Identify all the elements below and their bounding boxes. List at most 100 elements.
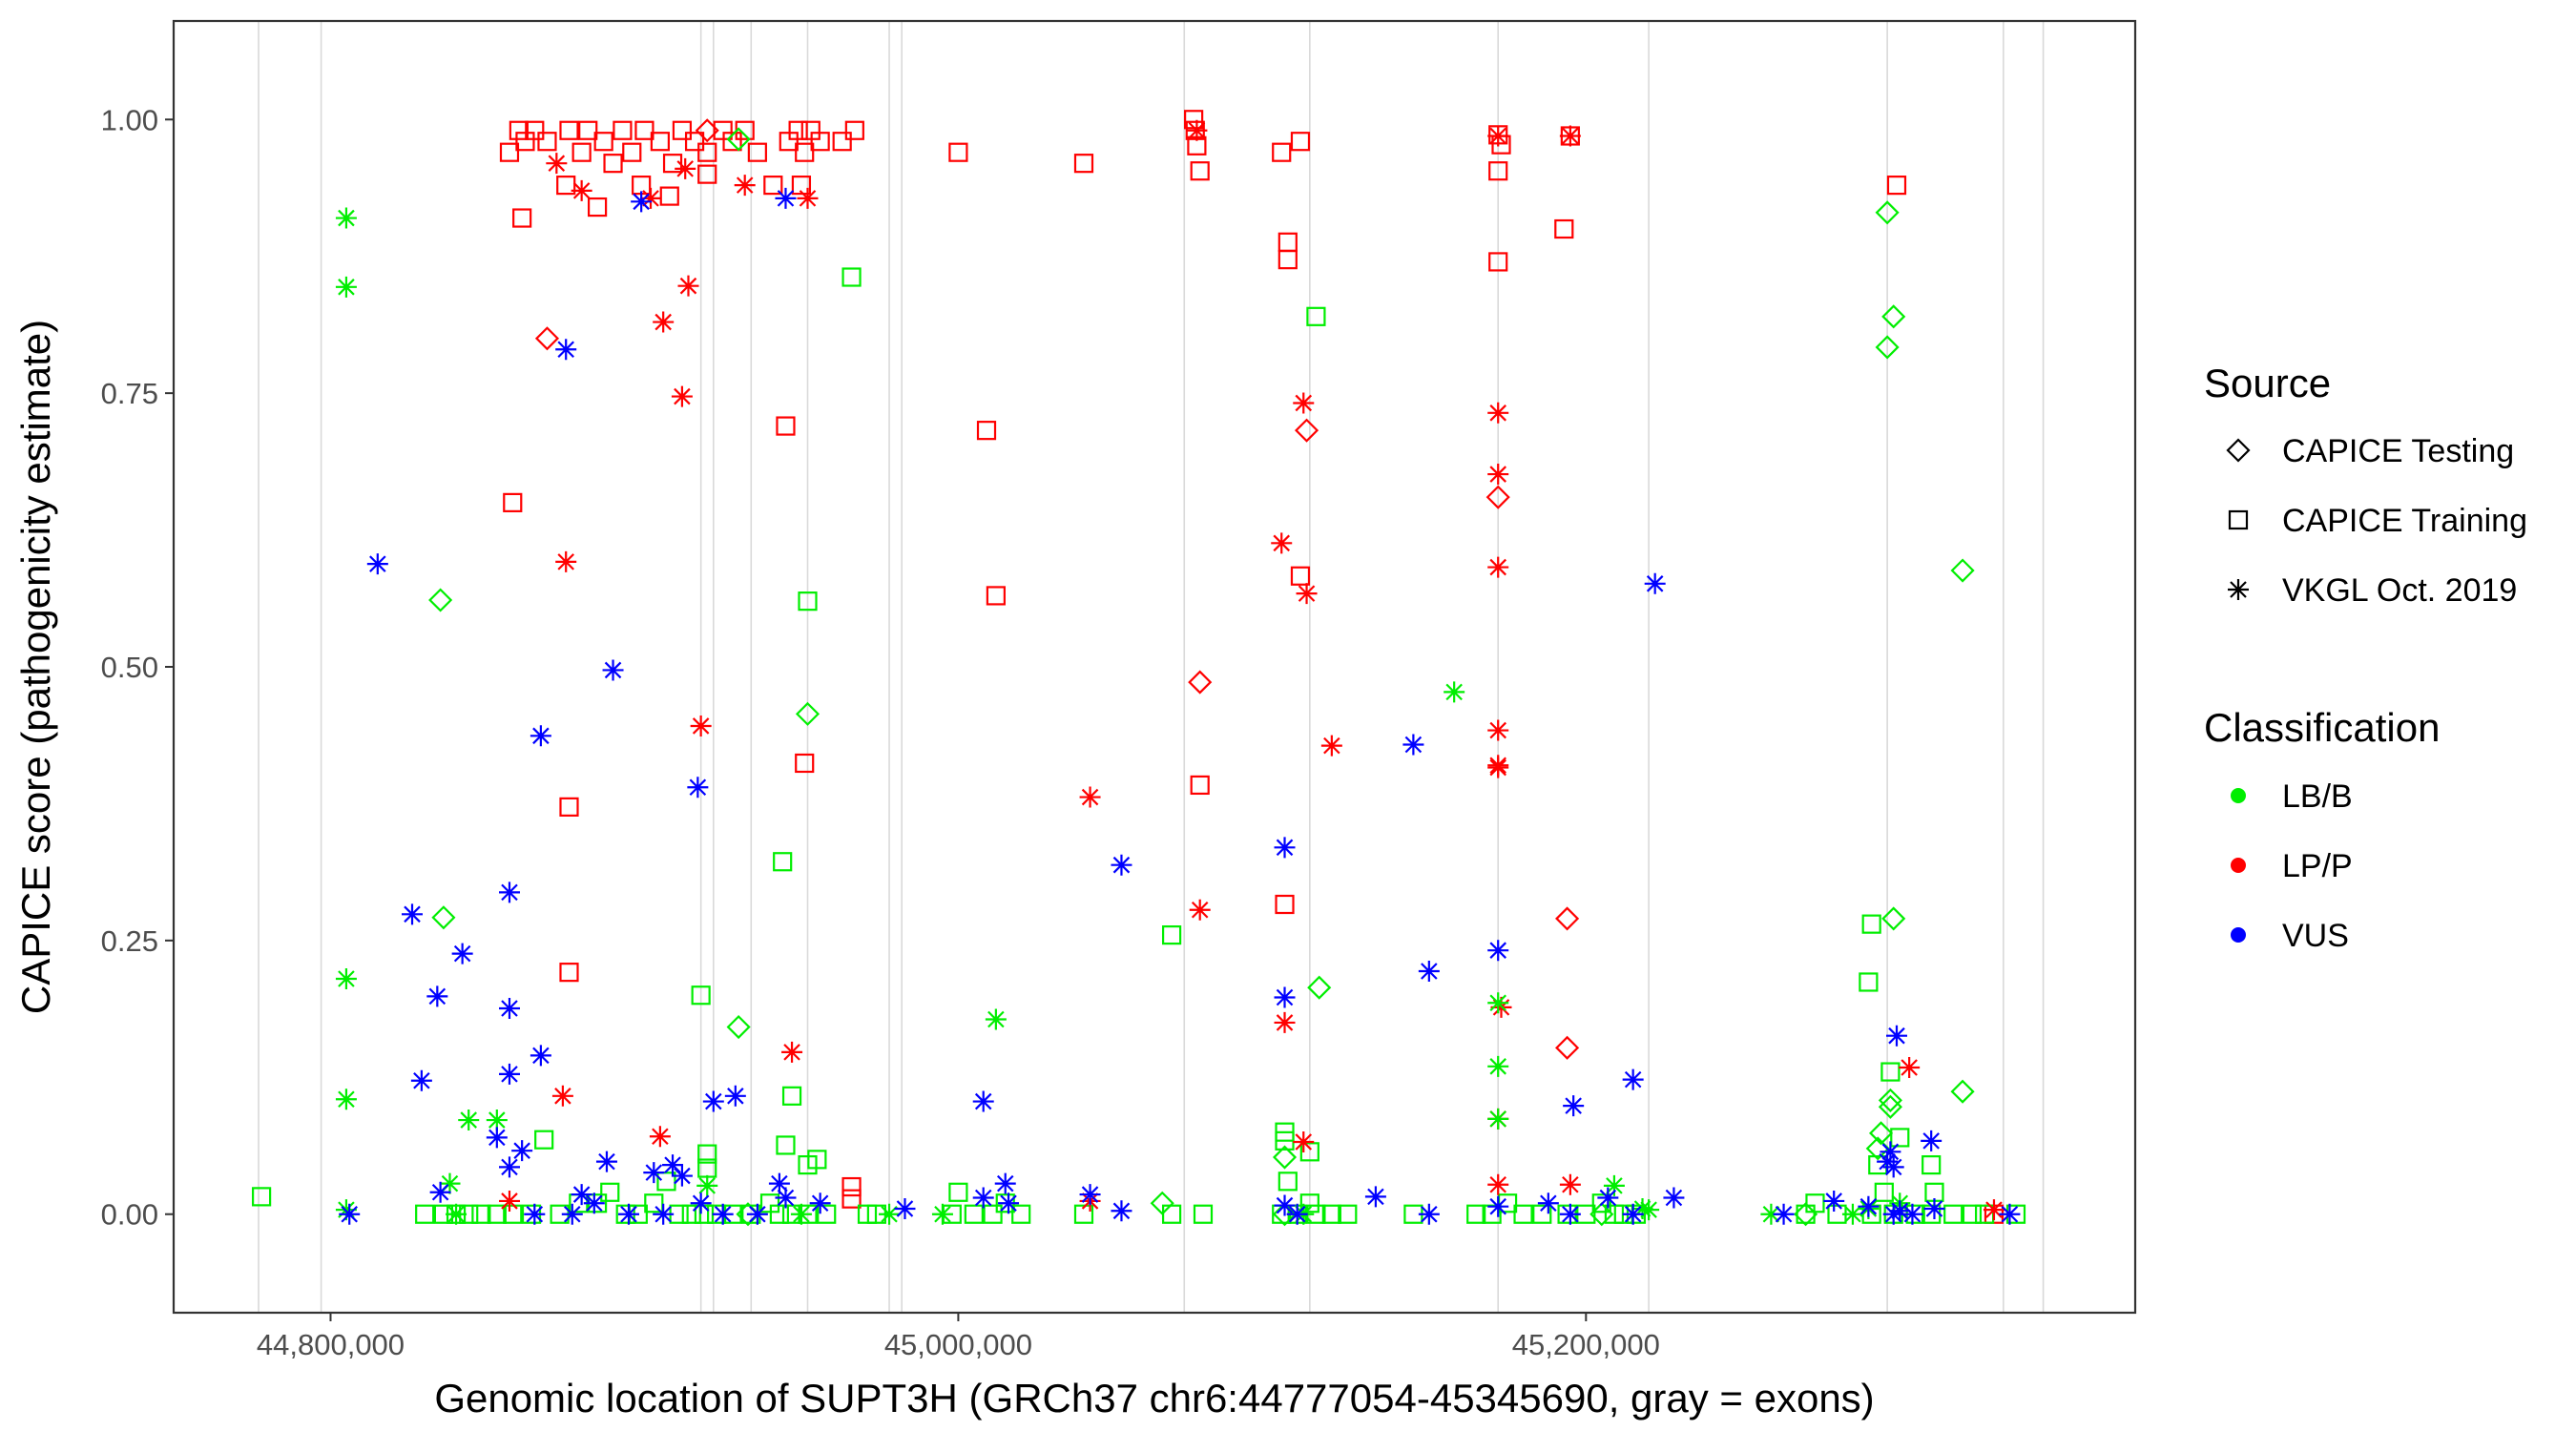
- legend-class-label: LP/P: [2282, 848, 2353, 884]
- data-point: [1537, 1192, 1559, 1214]
- legend-source-label: VKGL Oct. 2019: [2282, 572, 2517, 609]
- data-point: [775, 1187, 797, 1209]
- data-point: [546, 153, 568, 175]
- data-point: [985, 1008, 1007, 1030]
- data-point: [1161, 925, 1182, 945]
- legend-class-key: [2231, 788, 2246, 803]
- data-point: [781, 1041, 803, 1063]
- data-point: [653, 1203, 675, 1225]
- data-point: [511, 1140, 533, 1162]
- data-point: [1555, 906, 1580, 931]
- data-point: [556, 176, 576, 196]
- data-point: [1364, 1186, 1386, 1208]
- data-point: [1488, 252, 1508, 272]
- data-point: [1559, 125, 1581, 147]
- data-point: [335, 276, 357, 298]
- data-point: [894, 1197, 916, 1219]
- legend: Source CAPICE Testing CAPICE Training VKGL…: [2204, 361, 2527, 954]
- data-point: [687, 777, 709, 798]
- data-point: [1487, 125, 1509, 147]
- data-point: [1882, 1203, 1904, 1225]
- data-point: [1663, 1187, 1685, 1209]
- legend-class-key: [2231, 858, 2246, 873]
- exon-lines: [258, 21, 2045, 1313]
- data-point: [446, 1203, 467, 1225]
- legend-source-key: [2226, 438, 2251, 463]
- data-point: [410, 1069, 432, 1091]
- data-point: [602, 659, 624, 681]
- data-point: [1418, 960, 1440, 982]
- data-point: [559, 120, 579, 140]
- data-point: [681, 1204, 701, 1224]
- data-point: [1882, 1156, 1904, 1178]
- data-point: [844, 120, 864, 140]
- data-point: [972, 1187, 994, 1209]
- data-point: [1591, 1193, 1611, 1213]
- data-point: [1193, 1204, 1214, 1224]
- data-point: [1488, 161, 1508, 181]
- data-point: [1878, 1088, 1902, 1112]
- y-tick-label: 0.25: [101, 924, 158, 958]
- data-point: [1294, 418, 1319, 443]
- data-point: [486, 1127, 508, 1149]
- data-point: [499, 142, 520, 162]
- data-point: [1559, 1203, 1581, 1225]
- data-point: [643, 1162, 665, 1184]
- data-point: [1487, 402, 1509, 424]
- data-point: [561, 1203, 583, 1225]
- data-point: [1296, 583, 1318, 605]
- data-point: [656, 1172, 676, 1192]
- data-point: [1563, 1095, 1585, 1117]
- data-point: [817, 1204, 837, 1224]
- legend-classification-items: LB/B LP/P VUS: [2231, 778, 2353, 954]
- data-point: [1338, 1204, 1358, 1224]
- data-point: [1589, 1202, 1614, 1227]
- data-point: [662, 154, 683, 174]
- data-point: [1921, 1130, 1942, 1151]
- data-point: [948, 142, 968, 162]
- data-point: [684, 132, 705, 152]
- data-point: [841, 267, 862, 287]
- data-point: [634, 120, 654, 140]
- data-point: [525, 120, 545, 140]
- data-point: [1875, 335, 1900, 360]
- data-point: [530, 725, 551, 747]
- data-point: [1189, 899, 1211, 921]
- data-point: [622, 142, 642, 162]
- data-point: [795, 753, 815, 774]
- data-point: [1150, 1191, 1174, 1215]
- data-point: [498, 1190, 520, 1212]
- data-point: [252, 1187, 272, 1207]
- data-point: [1823, 1190, 1845, 1212]
- legend-source-label: CAPICE Testing: [2282, 433, 2514, 469]
- data-point: [1874, 1182, 1894, 1202]
- legend-source-title: Source: [2204, 361, 2331, 405]
- data-point: [726, 1014, 751, 1040]
- data-point: [1878, 1094, 1902, 1119]
- data-point: [1278, 1172, 1298, 1192]
- data-point: [1079, 786, 1101, 808]
- data-point: [769, 1204, 789, 1224]
- data-point: [695, 118, 719, 143]
- data-point: [335, 207, 357, 229]
- data-point: [1190, 161, 1210, 181]
- data-point: [1293, 1131, 1315, 1152]
- data-point: [1272, 1145, 1298, 1170]
- y-axis-title: CAPICE score (pathogenicity estimate): [13, 320, 58, 1014]
- data-point: [672, 120, 693, 140]
- data-point: [571, 142, 592, 162]
- data-point: [1603, 1174, 1625, 1196]
- data-point: [1554, 218, 1574, 239]
- data-point: [675, 157, 696, 179]
- data-point: [998, 1192, 1020, 1214]
- data-point: [746, 1203, 768, 1225]
- data-point: [534, 1130, 554, 1150]
- plot-panel-border: [172, 19, 2137, 1315]
- data-point: [595, 1151, 617, 1172]
- data-point: [697, 1144, 717, 1164]
- data-point: [1889, 1200, 1911, 1222]
- data-point: [1485, 485, 1510, 509]
- data-point: [1402, 734, 1424, 756]
- data-point: [696, 1174, 718, 1196]
- data-point: [1950, 1079, 1975, 1104]
